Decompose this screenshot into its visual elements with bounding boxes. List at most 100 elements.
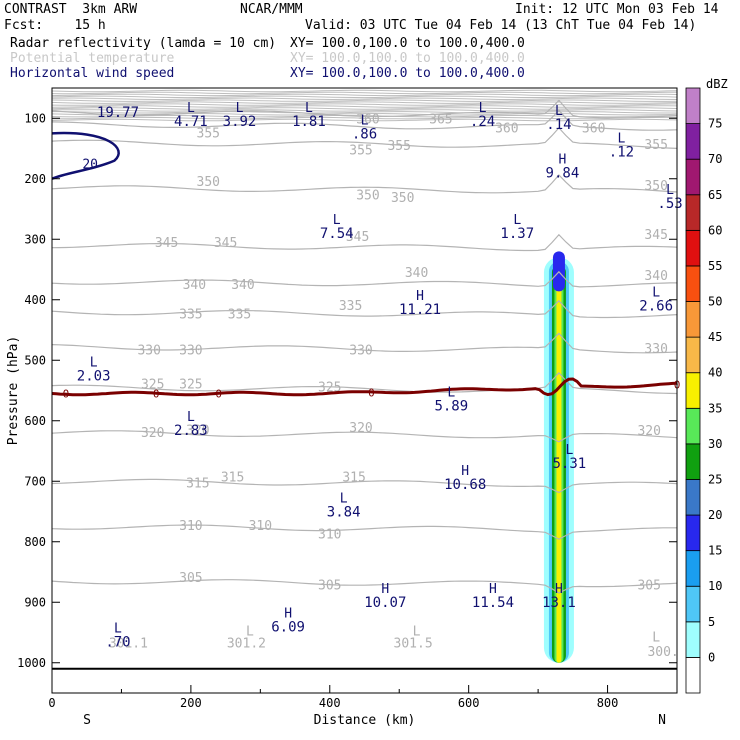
wind-speed-marker: L2.03: [77, 355, 111, 384]
field-label-wind: Horizontal wind speed: [10, 66, 175, 81]
wind-speed-marker: L.86: [352, 113, 377, 142]
marker-value: .12: [609, 144, 634, 160]
marker-type: L: [666, 183, 674, 198]
x-tick-label: 800: [597, 696, 619, 710]
wind-zero-label: 0: [215, 388, 222, 401]
theta-line-strat: [51, 97, 678, 101]
theta-contour: [51, 174, 678, 194]
wind-speed-marker: H9.84: [546, 153, 580, 182]
theta-line-strat: [51, 93, 678, 97]
marker-type: L: [187, 101, 195, 116]
wind-20-label: 20: [82, 158, 98, 173]
theta-line-strat: [51, 99, 678, 102]
theta-line-strat: [52, 116, 678, 120]
x-tick-label: 600: [458, 696, 480, 710]
theta-contour: [51, 109, 678, 131]
marker-value: 10.07: [364, 595, 406, 611]
wind-zero-label: 0: [63, 388, 70, 401]
marker-value: 2.03: [77, 368, 111, 384]
x-axis-label: Distance (km): [314, 713, 416, 728]
wind-zero-contour: [51, 377, 678, 397]
marker-type: L: [652, 286, 660, 301]
x-end-label-south: S: [83, 713, 91, 728]
theta-label: 345: [155, 236, 178, 251]
marker-value: .14: [546, 117, 571, 133]
wind-speed-marker: H6.09: [271, 606, 305, 635]
marker-value: 5.31: [553, 456, 587, 472]
theta-label: 355: [197, 126, 220, 141]
marker-value: 3.92: [223, 114, 257, 130]
wind-speed-marker: H11.54: [472, 582, 514, 611]
wind-speed-marker: L.24: [470, 101, 495, 130]
theta-label: 301.5: [394, 636, 433, 651]
wind-zero-label: 0: [153, 388, 160, 401]
colorbar-tick-label: 60: [708, 223, 722, 237]
colorbar-tick-label: 25: [708, 472, 722, 486]
marker-type: L: [479, 101, 487, 116]
field-xy-reflectivity: XY= 100.0,100.0 to 100.0,400.0: [290, 36, 525, 51]
marker-value: 2.83: [174, 423, 208, 439]
wind-speed-marker: H13.1: [542, 582, 576, 611]
marker-type: H: [555, 582, 563, 597]
x-tick-label: 0: [48, 696, 55, 710]
theta-label: 330: [644, 342, 667, 357]
header-init: Init: 12 UTC Mon 03 Feb 14: [515, 2, 719, 17]
marker-value: 11.54: [472, 595, 514, 611]
marker-value: 2.66: [639, 299, 673, 315]
theta-contour: [51, 430, 678, 443]
theta-label: 365: [429, 112, 452, 127]
theta-label: 301.2: [227, 636, 266, 651]
marker-type: L: [413, 625, 421, 640]
wind-speed-marker: H10.07: [364, 582, 406, 611]
wind-speed-marker: L3.84: [327, 491, 361, 520]
theta-label: 340: [183, 278, 206, 293]
wind-speed-marker: L2.66: [639, 286, 673, 315]
marker-type: H: [381, 582, 389, 597]
colorbar-swatch: [685, 265, 701, 302]
marker-type: L: [236, 101, 244, 116]
theta-label: 350: [391, 191, 414, 206]
header-center: NCAR/MMM: [240, 2, 303, 17]
theta-label: 325: [179, 377, 202, 392]
marker-value: 4.71: [174, 114, 208, 130]
y-tick-label: 700: [24, 474, 46, 488]
colorbar-swatch: [685, 123, 701, 160]
theta-label: 345: [346, 230, 369, 245]
colorbar-tick-label: 15: [708, 544, 722, 558]
colorbar-swatch: [685, 87, 701, 124]
colorbar-tick-label: 35: [708, 401, 722, 415]
theta-label: 350: [644, 179, 667, 194]
theta-label: 310: [249, 519, 272, 534]
field-xy-theta: XY= 100.0,100.0 to 100.0,400.0: [290, 51, 525, 66]
marker-type: L: [555, 104, 563, 119]
theta-line-strat: [51, 103, 678, 106]
marker-type: L: [90, 355, 98, 370]
theta-label: 335: [339, 299, 362, 314]
theta-contour: [51, 372, 678, 395]
marker-type: H: [559, 153, 567, 168]
y-tick-label: 900: [24, 595, 46, 609]
header-title: CONTRAST 3km ARW: [4, 2, 138, 17]
theta-label: 325: [141, 377, 164, 392]
wind-speed-marker: H10.68: [444, 464, 486, 493]
colorbar-swatch: [685, 336, 701, 374]
marker-value: 1.81: [292, 114, 326, 130]
colorbar-tick-label: 70: [708, 152, 722, 166]
wind-speed-marker: L3.92: [223, 101, 257, 130]
theta-label: 335: [228, 307, 251, 322]
theta-contour: [51, 233, 678, 252]
marker-type: L: [246, 625, 254, 640]
marker-type: L: [361, 113, 369, 128]
marker-type: L: [114, 622, 122, 637]
marker-value: 13.1: [542, 595, 576, 611]
theta-contour: [51, 299, 678, 319]
y-tick-label: 800: [24, 535, 46, 549]
colorbar-swatch: [685, 194, 701, 231]
colorbar-swatch: [685, 585, 701, 623]
field-label-theta: Potential temperature: [10, 51, 175, 66]
theta-label: 360: [356, 112, 379, 127]
marker-type: H: [489, 582, 497, 597]
colorbar-swatch: [685, 407, 701, 445]
theta-label: 355: [387, 139, 410, 154]
